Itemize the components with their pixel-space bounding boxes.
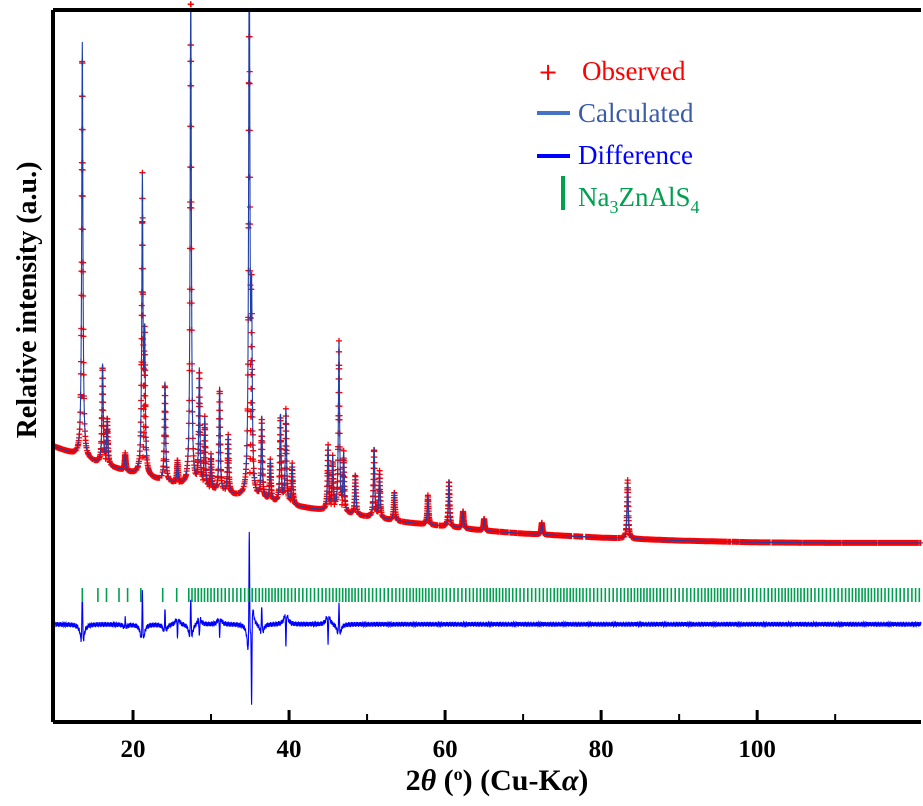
x-tick-label-80: 80 (589, 736, 614, 763)
legend-item-reflections: Na3ZnAlS4 (563, 176, 700, 217)
legend-label-reflections: Na3ZnAlS4 (578, 182, 700, 217)
legend: + Observed Calculated Difference Na3ZnAl… (537, 56, 700, 217)
legend-label-calculated: Calculated (578, 98, 694, 128)
plot-area (52, 0, 923, 705)
x-tick-label-60: 60 (433, 736, 458, 763)
series-reflections (82, 588, 919, 602)
x-axis-title: 2θ (o) (Cu-Kα) (406, 764, 589, 797)
x-tick-label-100: 100 (738, 736, 776, 763)
series-difference (55, 532, 921, 705)
x-axis-title-source: ) (Cu-K (463, 764, 563, 797)
legend-item-calculated: Calculated (537, 98, 694, 128)
legend-item-difference: Difference (537, 140, 693, 170)
formula-na: Na (578, 182, 609, 212)
plot-frame (53, 10, 921, 722)
x-tick-label-40: 40 (277, 736, 302, 763)
legend-marker-observed: + (538, 58, 558, 86)
x-axis-title-close: ) (578, 764, 588, 797)
x-axis-title-prefix: 2 (406, 764, 421, 797)
x-axis-title-theta: θ (421, 764, 437, 797)
x-axis-ticks: 20 40 60 80 100 (121, 710, 836, 763)
legend-item-observed: + Observed (538, 56, 686, 86)
x-axis-title-unit-superscript: o (454, 764, 463, 784)
x-tick-label-20: 20 (121, 736, 146, 763)
formula-sub-4: 4 (691, 197, 700, 217)
series-calculated (55, 10, 921, 543)
series-observed (52, 0, 923, 546)
x-axis-title-alpha: α (562, 764, 579, 797)
y-axis-title: Relative intensity (a.u.) (12, 162, 43, 439)
x-axis-title-unit: ( (436, 764, 454, 797)
legend-label-difference: Difference (578, 140, 693, 170)
formula-znals: ZnAlS (618, 182, 690, 212)
formula-sub-3: 3 (609, 197, 618, 217)
legend-label-observed: Observed (582, 56, 686, 86)
